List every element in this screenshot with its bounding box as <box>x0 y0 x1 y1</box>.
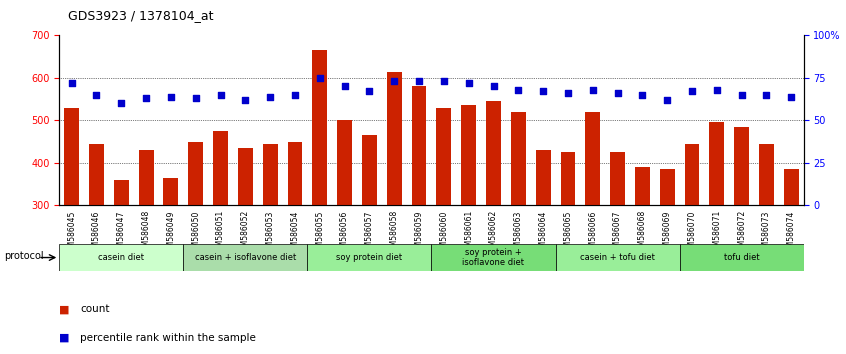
Bar <box>338 120 352 333</box>
Point <box>412 79 426 84</box>
Point <box>164 94 178 99</box>
Bar <box>561 152 575 333</box>
Bar <box>362 135 376 333</box>
Bar <box>437 108 451 333</box>
Bar <box>288 142 302 333</box>
Text: ■: ■ <box>59 333 69 343</box>
Point <box>189 96 202 101</box>
FancyBboxPatch shape <box>431 244 556 271</box>
Bar <box>139 150 153 333</box>
Bar <box>486 101 501 333</box>
Point <box>735 92 749 98</box>
Point <box>214 92 228 98</box>
Point <box>288 92 302 98</box>
Point <box>710 87 723 93</box>
Bar <box>263 144 277 333</box>
Bar <box>387 72 402 333</box>
Point <box>387 79 401 84</box>
Bar <box>89 144 104 333</box>
Bar <box>684 144 700 333</box>
Text: tofu diet: tofu diet <box>724 253 760 262</box>
Bar <box>536 150 551 333</box>
Point <box>363 88 376 94</box>
Text: GDS3923 / 1378104_at: GDS3923 / 1378104_at <box>68 9 213 22</box>
Point <box>437 79 451 84</box>
Bar <box>635 167 650 333</box>
FancyBboxPatch shape <box>556 244 679 271</box>
Point <box>239 97 252 103</box>
Text: count: count <box>80 304 110 314</box>
Bar <box>64 108 79 333</box>
Bar <box>759 144 774 333</box>
Text: casein + tofu diet: casein + tofu diet <box>580 253 655 262</box>
Point <box>114 101 128 106</box>
Text: soy protein diet: soy protein diet <box>337 253 403 262</box>
FancyBboxPatch shape <box>59 244 184 271</box>
Bar <box>238 148 253 333</box>
Point <box>462 80 475 86</box>
Text: casein + isoflavone diet: casein + isoflavone diet <box>195 253 296 262</box>
Point <box>140 96 153 101</box>
Point <box>685 88 699 94</box>
Bar <box>585 112 600 333</box>
Bar <box>461 105 476 333</box>
Point <box>561 90 574 96</box>
Bar <box>189 142 203 333</box>
Point <box>635 92 649 98</box>
Text: protocol: protocol <box>4 251 44 261</box>
Bar <box>710 122 724 333</box>
Point <box>90 92 103 98</box>
Bar <box>660 169 674 333</box>
Point <box>611 90 624 96</box>
Text: percentile rank within the sample: percentile rank within the sample <box>80 333 256 343</box>
Bar <box>412 86 426 333</box>
Point <box>760 92 773 98</box>
Bar <box>163 178 179 333</box>
Bar <box>213 131 228 333</box>
Point <box>338 84 351 89</box>
Point <box>661 97 674 103</box>
FancyBboxPatch shape <box>307 244 431 271</box>
Bar <box>312 50 327 333</box>
Point <box>536 88 550 94</box>
Bar <box>784 169 799 333</box>
Point <box>486 84 500 89</box>
Text: soy protein +
isoflavone diet: soy protein + isoflavone diet <box>463 248 525 267</box>
Bar <box>114 180 129 333</box>
Bar <box>511 112 525 333</box>
Point <box>512 87 525 93</box>
Text: casein diet: casein diet <box>98 253 145 262</box>
Point <box>65 80 79 86</box>
Bar <box>734 127 749 333</box>
Point <box>263 94 277 99</box>
Point <box>586 87 600 93</box>
Point <box>313 75 327 81</box>
FancyBboxPatch shape <box>184 244 307 271</box>
Bar <box>610 152 625 333</box>
Text: ■: ■ <box>59 304 69 314</box>
FancyBboxPatch shape <box>679 244 804 271</box>
Point <box>784 94 798 99</box>
